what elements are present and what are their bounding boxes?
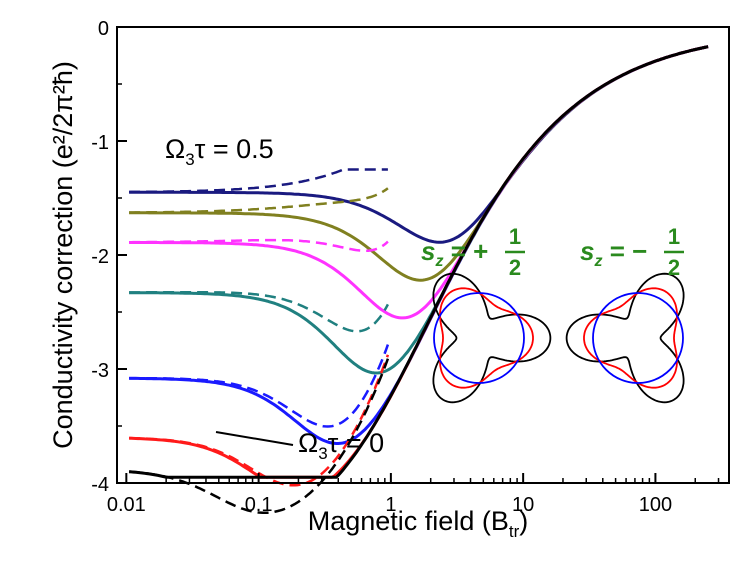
- series-dashed-5: [129, 354, 390, 487]
- x-tick-label: 0.1: [245, 494, 273, 516]
- inset-fraction-denominator: 2: [668, 255, 680, 280]
- x-tick-label: 1: [385, 494, 396, 516]
- inset-label: sz = −: [580, 236, 647, 270]
- inset-circle: [433, 292, 525, 384]
- y-tick-label: 0: [98, 18, 109, 40]
- inset-outer-curve: [565, 272, 685, 404]
- y-tick-label: -4: [91, 474, 109, 496]
- inset-middle-curve: [439, 287, 534, 389]
- y-tick-label: -3: [91, 360, 109, 382]
- y-tick-label: -2: [91, 246, 109, 268]
- x-tick-label: 10: [512, 494, 534, 516]
- inset-fraction-denominator: 2: [509, 255, 521, 280]
- series-dashed-4: [129, 344, 390, 428]
- annotation-omega-tau-0: Ω3τ = 0: [298, 428, 384, 463]
- series-dashed-0: [129, 168, 388, 194]
- y-tick-label: -1: [91, 132, 109, 154]
- annotation-pointer-line: [215, 431, 294, 446]
- inset-plus: sz = + 1 2: [421, 224, 552, 404]
- inset-label: sz = +: [421, 236, 488, 270]
- inset-fraction-numerator: 1: [668, 224, 680, 249]
- series-solid-2: [129, 45, 709, 320]
- x-tick-label: 100: [639, 494, 672, 516]
- curves: [128, 45, 709, 515]
- insets: sz = + 1 2 sz = − 1 2: [421, 224, 685, 404]
- x-axis-title-sub: tr: [509, 522, 520, 541]
- inset-fraction-numerator: 1: [509, 224, 521, 249]
- x-axis-title: Magnetic field (Btr): [308, 506, 528, 541]
- y-axis-title: Conductivity correction (e²/2π²ħ): [48, 61, 78, 449]
- inset-middle-curve: [583, 287, 678, 389]
- inset-minus: sz = − 1 2: [565, 224, 685, 404]
- annotation-omega-tau-0.5: Ω3τ = 0.5: [165, 134, 274, 169]
- inset-outer-curve: [432, 272, 552, 404]
- ticks: 0.01 0.1 1 10 100 0 -1 -2 -3 -4: [91, 18, 720, 516]
- series-solid-6: [128, 45, 709, 479]
- inset-circle: [592, 292, 684, 384]
- x-tick-label: 0.01: [107, 494, 146, 516]
